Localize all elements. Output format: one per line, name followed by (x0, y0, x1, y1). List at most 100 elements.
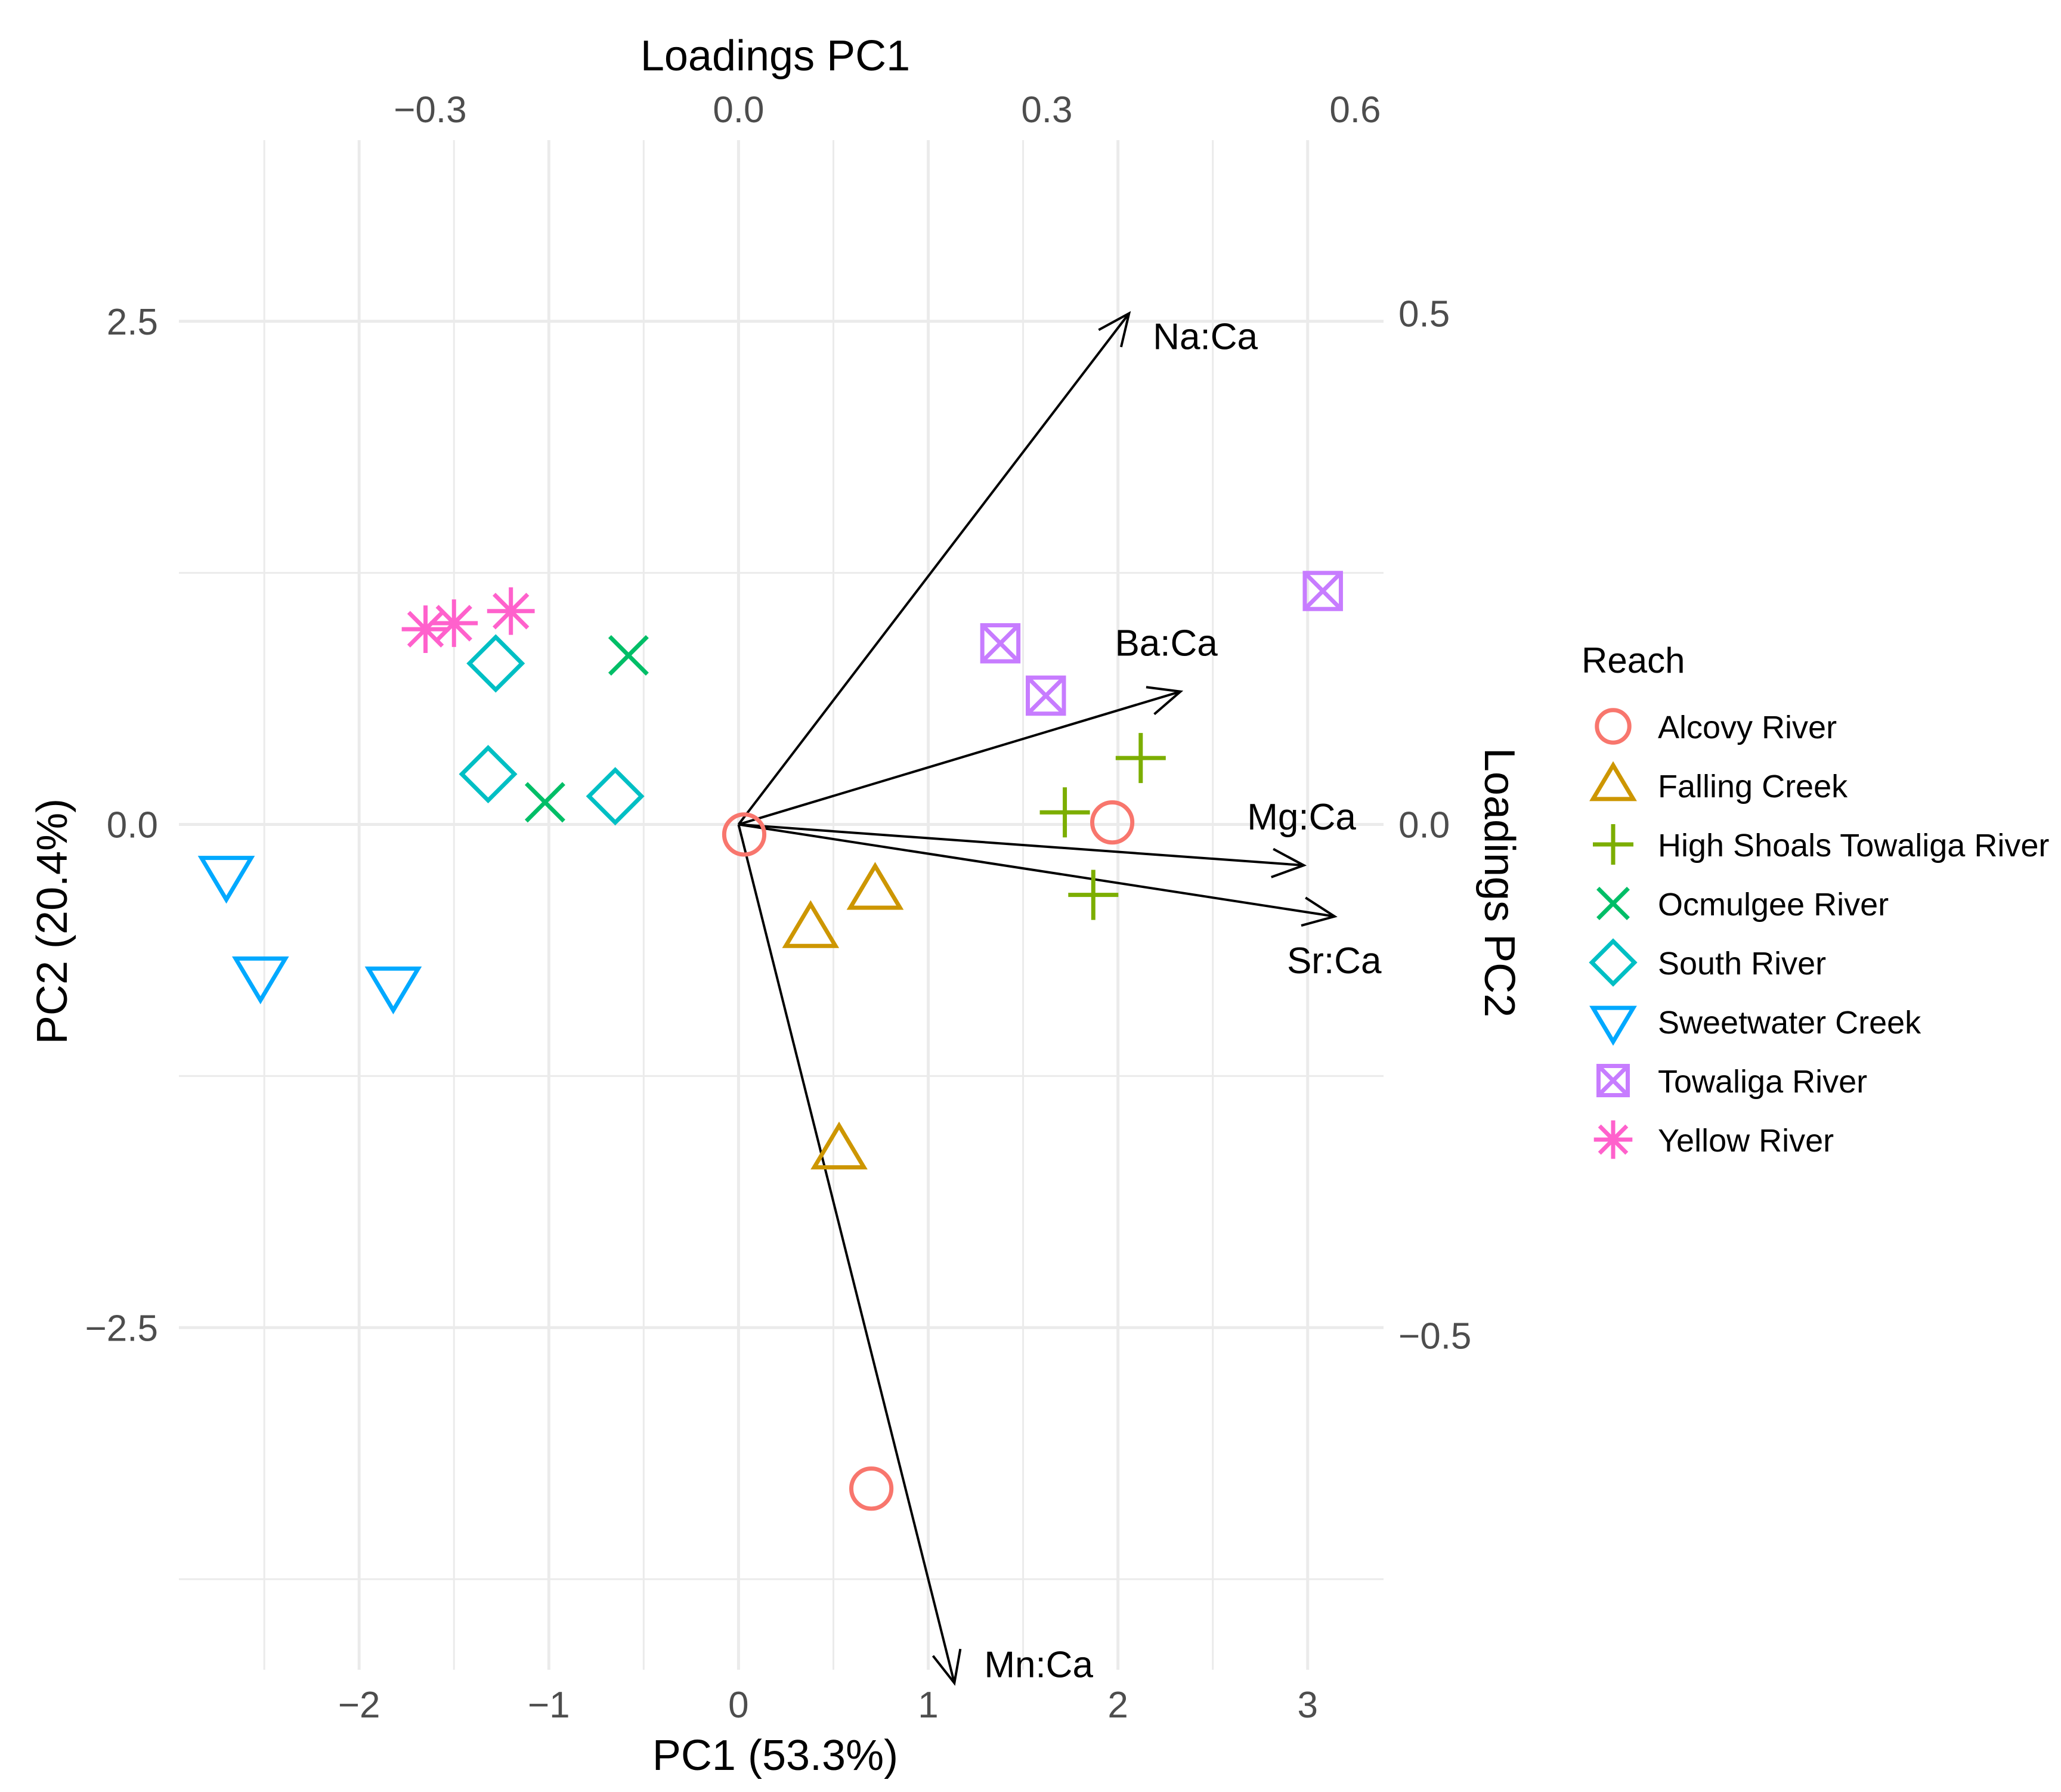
data-point (1302, 571, 1343, 611)
legend-item: Falling Creek (1589, 761, 1848, 804)
right-tick-label: −0.5 (1398, 1316, 1471, 1357)
data-point (980, 623, 1021, 664)
loading-arrow-line (737, 312, 1130, 825)
y-tick-label: −2.5 (85, 1308, 158, 1349)
data-point (231, 956, 289, 1005)
x-tick-label: −1 (528, 1685, 570, 1726)
y-tick-label: 0.0 (107, 805, 158, 846)
data-point (722, 812, 767, 857)
data-point (487, 587, 535, 635)
data-point (524, 782, 565, 823)
top-tick-label: 0.3 (1021, 89, 1072, 131)
loading-label: Ba:Ca (1115, 623, 1218, 664)
legend-key-mark (1589, 761, 1637, 801)
legend-item: Sweetwater Creek (1589, 1005, 1921, 1046)
loading-label: Mn:Ca (984, 1644, 1093, 1685)
x-tick-label: −2 (338, 1685, 380, 1726)
legend-key (1593, 1120, 1633, 1159)
x-tick-label: 0 (728, 1685, 748, 1726)
top-tick-label: 0.6 (1329, 89, 1381, 131)
x-tick-label: 2 (1107, 1685, 1128, 1726)
data-point-mark (980, 624, 1020, 663)
data-point (810, 1121, 868, 1169)
data-point-mark (586, 767, 645, 826)
loading-arrow-head (1271, 847, 1307, 878)
legend-title: Reach (1582, 640, 1685, 680)
legend-key (1595, 708, 1632, 745)
data-point-mark (722, 812, 767, 857)
loading-label: Na:Ca (1153, 317, 1258, 358)
legend-key (1589, 938, 1638, 987)
legend-key-mark (1589, 1005, 1637, 1046)
data-point-mark (980, 623, 1021, 664)
legend-key-mark (1598, 1124, 1629, 1155)
legend-key (1593, 824, 1633, 865)
data-point (401, 605, 450, 654)
data-point-mark (459, 745, 518, 804)
data-point (197, 856, 255, 904)
grid-lines (179, 140, 1384, 1670)
data-point (1068, 869, 1119, 920)
data-point (430, 599, 478, 647)
legend-item: Ocmulgee River (1596, 887, 1889, 923)
loading-arrow-head (932, 1648, 962, 1686)
data-point (466, 634, 525, 693)
data-point-mark (493, 593, 530, 630)
right-tick-label: 0.5 (1398, 294, 1450, 335)
data-point-mark (1303, 571, 1342, 611)
data-point-mark (1026, 676, 1066, 716)
top-tick-label: 0.0 (713, 89, 764, 131)
x-tick-label: 1 (918, 1685, 938, 1726)
x-axis-title: PC1 (53.3%) (652, 1732, 898, 1779)
data-point (459, 745, 518, 804)
legend: Reach Alcovy River Falling Creek High Shoa… (1582, 640, 2049, 1159)
data-point (782, 900, 840, 948)
legend-label: South River (1658, 946, 1826, 982)
data-point-mark (608, 635, 649, 676)
data-point-mark (231, 956, 289, 1005)
loading-arrow-line (738, 690, 1181, 826)
loading-arrow: Sr:Ca (738, 823, 1382, 982)
data-point-mark (407, 611, 444, 648)
data-point (846, 862, 904, 910)
data-point (1026, 675, 1066, 716)
right-axis-title: Loadings PC2 (1475, 748, 1523, 1017)
x-tick-label: 3 (1298, 1685, 1318, 1726)
data-point-mark (782, 900, 840, 948)
legend-label: Ocmulgee River (1658, 887, 1889, 923)
loading-arrow-line (738, 823, 1335, 918)
legend-label: Yellow River (1658, 1123, 1834, 1159)
legend-key-mark (1589, 938, 1638, 987)
loading-arrow-line (737, 824, 956, 1683)
legend-label: Falling Creek (1658, 769, 1848, 804)
axes: −2 −1 0 1 2 3 −2.5 0.0 2.5 −0.3 0.0 0.3 0.6 0.5 0.0 −0.… (85, 89, 1472, 1726)
data-point (1090, 800, 1135, 845)
loading-arrow-head (1098, 311, 1131, 348)
legend-key-mark (1596, 887, 1630, 920)
legend-item: High Shoals Towaliga River (1593, 824, 2049, 865)
data-point-mark (1026, 675, 1066, 716)
data-point-mark (810, 1121, 868, 1169)
legend-key (1589, 761, 1637, 801)
top-tick-label: −0.3 (394, 89, 466, 131)
data-point-mark (466, 634, 525, 693)
data-point (1115, 733, 1166, 784)
data-point (608, 635, 649, 676)
loading-arrows: Na:Ca Ba:Ca Mg:Ca Sr:Ca Mn:Ca (737, 311, 1382, 1686)
data-point-mark (197, 856, 255, 904)
top-axis-title: Loadings PC1 (640, 32, 910, 80)
legend-key-mark (1596, 1064, 1630, 1097)
data-point-mark (846, 862, 904, 910)
loading-arrow: Mg:Ca (738, 797, 1356, 878)
data-point (1039, 787, 1090, 838)
loading-arrow: Ba:Ca (738, 623, 1218, 826)
data-point (364, 966, 422, 1014)
y-axis-title: PC2 (20.4%) (29, 798, 76, 1044)
data-point-mark (364, 966, 422, 1014)
data-point (586, 767, 645, 826)
loading-arrow-line (738, 823, 1304, 867)
data-point-mark (435, 605, 472, 642)
legend-key-mark (1595, 708, 1632, 745)
data-points (197, 571, 1343, 1511)
